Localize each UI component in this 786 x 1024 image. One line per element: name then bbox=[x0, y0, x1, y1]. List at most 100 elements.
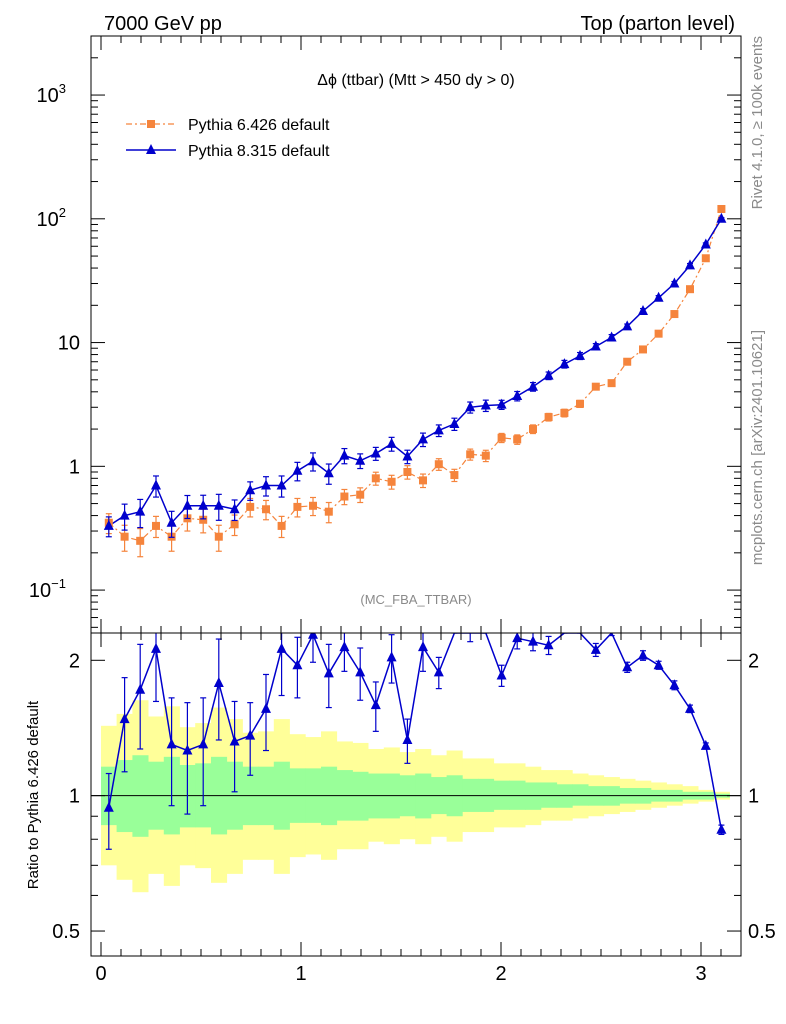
pythia8-point bbox=[512, 390, 523, 401]
pythia8-point bbox=[496, 398, 507, 409]
pythia6-point bbox=[199, 515, 208, 524]
ratio-point bbox=[685, 702, 695, 713]
ratio-band-green bbox=[352, 771, 369, 821]
pythia8-point bbox=[685, 259, 695, 270]
ratio-point bbox=[433, 666, 444, 677]
pythia6-point bbox=[466, 450, 475, 459]
pythia6-point bbox=[513, 435, 522, 444]
pythia6-point bbox=[623, 357, 632, 366]
ratio-x-tick-label: 2 bbox=[495, 963, 506, 985]
ratio-point bbox=[135, 683, 146, 694]
ratio-y-tick-label-left: 0.5 bbox=[52, 921, 80, 943]
ratio-point bbox=[716, 823, 727, 834]
pythia6-point bbox=[214, 532, 223, 541]
pythia8-point bbox=[590, 340, 601, 351]
ratio-point bbox=[528, 635, 538, 646]
pythia8-point bbox=[198, 499, 209, 510]
pythia6-point bbox=[686, 285, 694, 294]
ratio-point bbox=[622, 661, 633, 672]
pythia6-point bbox=[246, 502, 255, 511]
legend-label-pythia8: Pythia 8.315 default bbox=[188, 143, 330, 160]
pythia8-point bbox=[480, 399, 491, 410]
legend: Pythia 6.426 default Pythia 8.315 defaul… bbox=[126, 117, 330, 160]
ratio-point bbox=[308, 633, 318, 639]
ratio-point bbox=[119, 713, 130, 724]
ratio-band-green bbox=[540, 782, 558, 808]
pythia8-point bbox=[339, 449, 350, 460]
main-y-tick-label: 1 bbox=[69, 456, 80, 478]
ratio-point bbox=[261, 702, 271, 713]
pythia8-point bbox=[229, 503, 240, 514]
legend-square-marker-icon bbox=[147, 120, 155, 128]
ratio-x-tick-label: 1 bbox=[295, 963, 306, 985]
pythia8-point bbox=[449, 417, 460, 428]
pythia6-point bbox=[576, 399, 584, 408]
rivet-version-label: Rivet 4.1.0, ≥ 100k events bbox=[749, 36, 766, 209]
pythia6-point bbox=[277, 521, 286, 530]
ratio-plot-panel: 0.5 0.5 1 1 2 2 0 1 2 3 Ratio to Pythia 6.426 def… bbox=[25, 632, 776, 985]
ratio-y-tick-label-right: 1 bbox=[748, 786, 759, 808]
ratio-x-tick-label: 3 bbox=[695, 963, 706, 985]
pythia6-point bbox=[309, 501, 317, 510]
pythia8-point bbox=[716, 212, 727, 223]
pythia8-point bbox=[151, 479, 161, 490]
pythia6-point bbox=[120, 532, 129, 541]
header-right-title: Top (parton level) bbox=[580, 13, 735, 35]
pythia6-point bbox=[654, 329, 663, 338]
pythia8-point bbox=[433, 424, 444, 435]
ratio-point bbox=[590, 643, 601, 654]
pythia8-point bbox=[308, 455, 318, 466]
pythia6-point bbox=[262, 505, 270, 514]
pythia8-point bbox=[700, 238, 711, 249]
pythia6-point bbox=[529, 425, 537, 434]
pythia8-point bbox=[559, 358, 570, 369]
main-y-tick-label: 10−1 bbox=[29, 576, 66, 602]
pythia8-point bbox=[606, 331, 617, 342]
ratio-y-tick-label-right: 0.5 bbox=[748, 921, 776, 943]
header-left-title: 7000 GeV pp bbox=[104, 13, 222, 35]
ratio-point bbox=[213, 677, 224, 688]
pythia6-point bbox=[152, 521, 160, 530]
pythia6-point bbox=[403, 467, 412, 476]
pythia8-point bbox=[166, 516, 177, 527]
ratio-point bbox=[151, 642, 161, 653]
pythia6-point bbox=[324, 507, 333, 516]
ratio-point bbox=[166, 738, 177, 749]
ratio-point bbox=[418, 641, 428, 652]
ratio-point bbox=[543, 639, 554, 650]
ratio-point bbox=[276, 642, 287, 653]
ratio-point bbox=[245, 729, 256, 740]
ratio-point bbox=[653, 659, 664, 670]
pythia8-point bbox=[653, 291, 664, 302]
pythia6-point bbox=[544, 413, 553, 422]
main-y-tick-label: 10 bbox=[58, 333, 80, 355]
ratio-y-tick-label-right: 2 bbox=[748, 650, 759, 672]
pythia8-point bbox=[543, 369, 554, 380]
series-pythia6-line bbox=[108, 208, 722, 542]
pythia8-point bbox=[575, 349, 585, 360]
legend-entry-pythia8: Pythia 8.315 default bbox=[126, 143, 330, 160]
pythia6-point bbox=[481, 451, 490, 460]
ratio-y-tick-label-left: 1 bbox=[69, 786, 80, 808]
ratio-point bbox=[402, 733, 413, 744]
pythia6-point bbox=[701, 254, 710, 263]
ratio-series-line bbox=[108, 633, 723, 830]
ratio-point bbox=[339, 641, 350, 652]
pythia8-point bbox=[261, 479, 271, 490]
pythia6-point bbox=[356, 490, 365, 499]
ratio-band-green bbox=[572, 784, 589, 806]
legend-entry-pythia6: Pythia 6.426 default bbox=[126, 117, 330, 134]
ratio-point bbox=[700, 739, 711, 750]
pythia6-point bbox=[387, 477, 396, 486]
pythia6-point bbox=[497, 433, 506, 442]
pythia6-point bbox=[230, 520, 239, 529]
main-y-tick-label: 102 bbox=[37, 205, 66, 231]
pythia6-point bbox=[560, 408, 569, 417]
pythia8-point bbox=[370, 447, 381, 458]
ratio-point bbox=[669, 679, 680, 690]
pythia8-point bbox=[182, 499, 193, 510]
pythia6-point bbox=[434, 460, 443, 469]
pythia6-point bbox=[136, 536, 145, 545]
